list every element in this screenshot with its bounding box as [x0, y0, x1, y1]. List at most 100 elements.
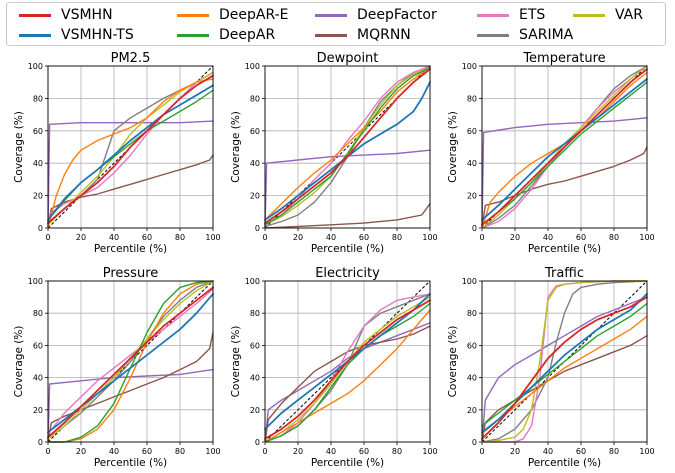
legend-label-ets: ETS — [519, 7, 546, 23]
plot-frame — [481, 65, 648, 229]
x-tick-label: 80 — [175, 447, 185, 456]
series-line-deepar-e — [47, 78, 214, 229]
chart-panel-dewpoint: 0 20 40 60 80 100 0 20 40 60 80 100 Dewpoint Percenti… — [230, 51, 438, 255]
y-tick-label: 60 — [467, 341, 477, 350]
series-line-mqrnn — [481, 146, 648, 229]
x-tick-label: 80 — [392, 447, 402, 456]
plot-frame — [264, 280, 431, 443]
x-tick-label: 60 — [359, 447, 369, 456]
x-axis-label: Percentile (%) — [94, 243, 167, 255]
y-axis-label: Coverage (%) — [230, 111, 242, 183]
x-tick-label: 0 — [479, 447, 484, 456]
legend-label-deepfactor: DeepFactor — [357, 7, 437, 23]
legend-swatch-deepar — [177, 33, 209, 37]
x-tick-label: 100 — [205, 233, 220, 242]
y-tick-label: 0 — [472, 224, 477, 233]
y-tick-label: 100 — [462, 62, 477, 71]
y-tick-label: 40 — [33, 374, 43, 383]
legend-label-deepar-e: DeepAR-E — [219, 7, 289, 23]
y-tick-label: 0 — [255, 438, 260, 447]
series-line-vsmhn — [264, 68, 431, 225]
y-tick-label: 40 — [250, 159, 260, 168]
y-tick-label: 100 — [462, 277, 477, 286]
y-tick-label: 40 — [33, 159, 43, 168]
y-tick-label: 0 — [38, 438, 43, 447]
y-tick-label: 20 — [250, 406, 260, 415]
x-tick-label: 20 — [76, 233, 86, 242]
x-tick-label: 80 — [175, 233, 185, 242]
y-tick-label: 100 — [28, 62, 43, 71]
series-line-vsmhn — [47, 74, 214, 225]
legend-swatch-mqrnn — [315, 33, 347, 37]
x-tick-label: 80 — [392, 233, 402, 242]
panel-title: PM2.5 — [111, 51, 151, 66]
y-axis-label: Coverage (%) — [13, 111, 25, 183]
x-tick-label: 0 — [479, 233, 484, 242]
x-tick-label: 40 — [326, 233, 336, 242]
y-tick-label: 20 — [467, 192, 477, 201]
x-tick-label: 20 — [510, 447, 520, 456]
legend-swatch-deepar-e — [177, 13, 209, 17]
series-line-var — [264, 296, 431, 443]
y-axis-label: Coverage (%) — [447, 111, 459, 183]
series-line-deepar — [264, 302, 431, 443]
y-tick-label: 100 — [28, 277, 43, 286]
y-tick-label: 20 — [250, 192, 260, 201]
x-tick-label: 100 — [422, 447, 437, 456]
x-axis-label: Percentile (%) — [528, 243, 601, 255]
legend-item-deepar-e: DeepAR-E — [177, 5, 289, 25]
x-tick-label: 20 — [293, 233, 303, 242]
x-axis-label: Percentile (%) — [94, 457, 167, 469]
series-line-vsmhn — [264, 299, 431, 440]
legend-swatch-vsmhn — [19, 13, 51, 17]
series-line-deepar-e — [264, 309, 431, 443]
x-axis-label: Percentile (%) — [528, 457, 601, 469]
x-tick-label: 40 — [543, 233, 553, 242]
x-tick-label: 60 — [142, 233, 152, 242]
x-tick-label: 0 — [262, 447, 267, 456]
y-tick-label: 60 — [33, 127, 43, 136]
x-tick-label: 0 — [45, 447, 50, 456]
series-line-vsmhn — [47, 286, 214, 439]
panel-title: Electricity — [315, 266, 380, 281]
chart-panel-temperature: 0 20 40 60 80 100 0 20 40 60 80 100 Temperature Perce… — [447, 51, 655, 255]
y-tick-label: 60 — [250, 127, 260, 136]
y-tick-label: 80 — [250, 94, 260, 103]
legend-item-deepfactor: DeepFactor — [315, 5, 437, 25]
x-tick-label: 40 — [326, 447, 336, 456]
x-tick-label: 40 — [109, 447, 119, 456]
x-tick-label: 100 — [422, 233, 437, 242]
x-tick-label: 0 — [45, 233, 50, 242]
series-line-vsmhn-ts — [264, 81, 431, 221]
y-tick-label: 80 — [467, 94, 477, 103]
x-tick-label: 100 — [639, 447, 654, 456]
y-tick-label: 20 — [33, 406, 43, 415]
series-line-deepfactor — [481, 117, 648, 229]
legend: VSMHN DeepAR-E DeepFactor ETS VAR VSMHN-… — [6, 2, 666, 46]
legend-label-var: VAR — [615, 7, 643, 23]
chart-panel-pressure: 0 20 40 60 80 100 0 20 40 60 80 100 Pressure Percenti… — [13, 266, 221, 469]
x-tick-label: 20 — [76, 447, 86, 456]
x-tick-label: 60 — [142, 447, 152, 456]
series-line-vsmhn-ts — [47, 292, 214, 434]
x-axis-label: Percentile (%) — [311, 457, 384, 469]
legend-swatch-sarima — [477, 33, 509, 37]
series-line-deepfactor — [264, 322, 431, 443]
plot-frame — [481, 280, 648, 443]
legend-item-mqrnn: MQRNN — [315, 25, 411, 45]
series-line-deepfactor — [47, 120, 214, 229]
x-tick-label: 60 — [576, 447, 586, 456]
x-tick-label: 60 — [359, 233, 369, 242]
y-tick-label: 60 — [467, 127, 477, 136]
x-tick-label: 100 — [205, 447, 220, 456]
x-tick-label: 80 — [609, 447, 619, 456]
series-line-deepar-e — [481, 71, 648, 229]
x-tick-label: 60 — [576, 233, 586, 242]
y-tick-label: 80 — [33, 309, 43, 318]
y-tick-label: 40 — [250, 374, 260, 383]
panel-title: Pressure — [103, 266, 159, 281]
y-tick-label: 100 — [245, 62, 260, 71]
plot-frame — [47, 65, 214, 229]
series-line-deepar-e — [47, 280, 214, 443]
x-tick-label: 40 — [109, 233, 119, 242]
